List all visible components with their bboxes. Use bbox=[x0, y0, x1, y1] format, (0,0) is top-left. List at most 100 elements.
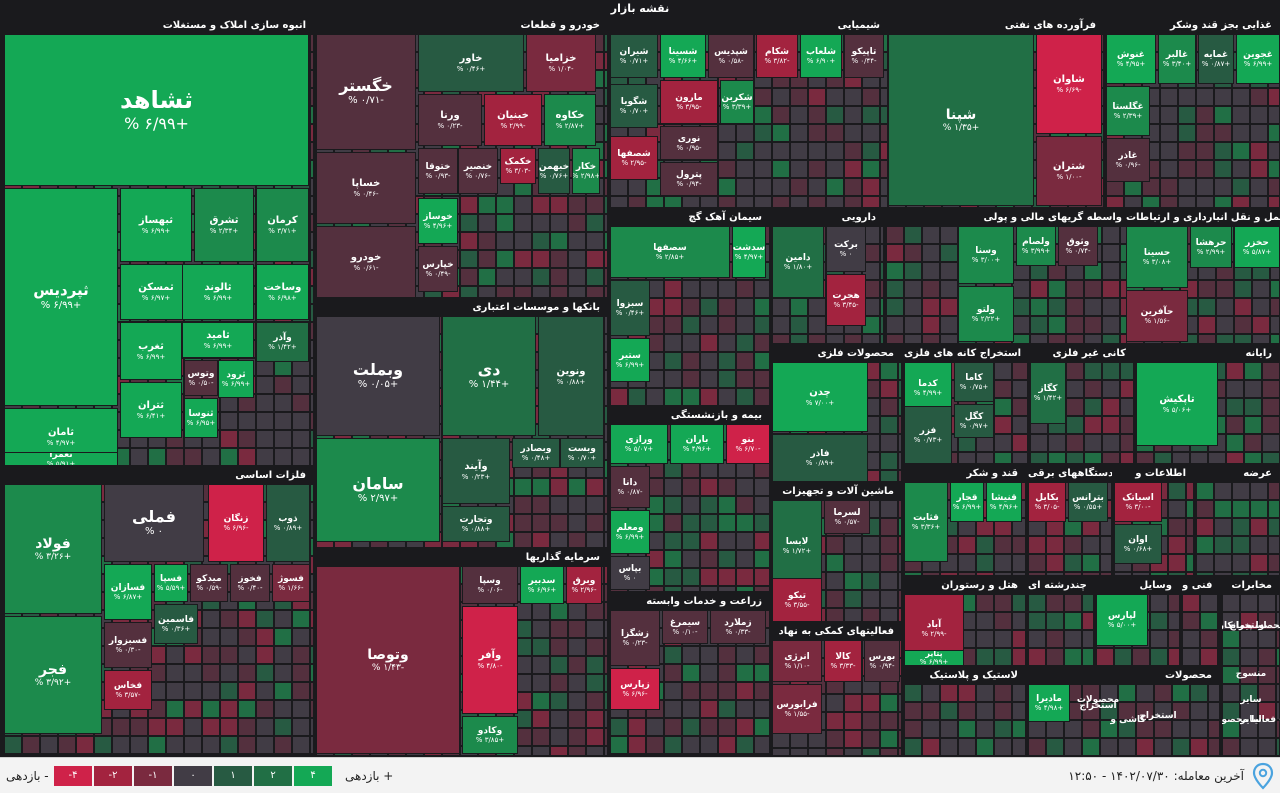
tile-وسپا[interactable]: وسپا -۰/۰۶ % bbox=[462, 566, 518, 604]
tile-چدن[interactable]: چدن +۷/۰۰ % bbox=[772, 362, 868, 432]
tile-خاور[interactable]: خاور +۰/۴۶ % bbox=[418, 34, 524, 92]
tile-مادیرا[interactable]: مادیرا +۴/۹۸ % bbox=[1028, 684, 1070, 722]
tile-فزر[interactable]: فزر +۰/۷۳ % bbox=[904, 406, 952, 464]
tile-زپارس[interactable]: زپارس -۶/۹۶ % bbox=[610, 668, 660, 710]
tile-ثعمرا[interactable]: ثعمرا +۵/۹۱ % bbox=[4, 452, 118, 466]
tile-کاما[interactable]: کاما +۰/۷۵ % bbox=[954, 362, 994, 402]
tile-باران[interactable]: باران +۴/۹۶ % bbox=[670, 424, 724, 464]
tile-غمایه[interactable]: غمایه +۰/۸۷ % bbox=[1198, 34, 1234, 84]
location-pin-icon[interactable] bbox=[1252, 762, 1274, 790]
tile-فسبزوار[interactable]: فسبزوار -۰/۳۰ % bbox=[104, 622, 152, 668]
tile-غنوش[interactable]: غنوش +۴/۹۵ % bbox=[1106, 34, 1156, 84]
tile-فملی[interactable]: فملی ۰ % bbox=[104, 484, 204, 562]
tile-فاسمین[interactable]: فاسمین +۰/۳۶ % bbox=[154, 604, 198, 644]
tile-وآذر[interactable]: وآذر +۱/۴۲ % bbox=[256, 322, 309, 362]
tile-دی[interactable]: دی +۱/۴۴ % bbox=[442, 316, 536, 436]
tile-ولصام[interactable]: ولصام +۳/۹۹ % bbox=[1016, 226, 1056, 266]
tile-زملارد[interactable]: زملارد -۰/۳۳ % bbox=[710, 610, 766, 644]
tile-شیران[interactable]: شیران +۰/۷۱ % bbox=[610, 34, 658, 78]
tile-شپنا[interactable]: شپنا +۱/۳۵ % bbox=[888, 34, 1034, 206]
tile-ثغرب[interactable]: ثغرب +۶/۹۹ % bbox=[120, 322, 182, 380]
tile-فسازان[interactable]: فسازان +۶/۸۷ % bbox=[104, 564, 152, 620]
tile-نوری[interactable]: نوری -۰/۹۵ % bbox=[660, 126, 718, 160]
tile-انرژی[interactable]: انرژی -۱/۱۰ % bbox=[772, 640, 822, 682]
tile-حسینا[interactable]: حسینا +۳/۰۸ % bbox=[1126, 226, 1188, 288]
tile-تاپیکو[interactable]: تاپیکو -۰/۴۴ % bbox=[844, 34, 884, 78]
tile-وساخت[interactable]: وساخت +۶/۹۸ % bbox=[256, 264, 309, 320]
tile-شکام[interactable]: شکام -۳/۸۲ % bbox=[756, 34, 798, 78]
tile-ولتو[interactable]: ولتو +۲/۲۲ % bbox=[958, 286, 1014, 342]
tile-خکاوه[interactable]: خکاوه +۲/۸۷ % bbox=[544, 94, 596, 146]
tile-خودرو[interactable]: خودرو -۰/۶۱ % bbox=[316, 226, 416, 298]
tile-غالبر[interactable]: غالبر +۳/۴۰ % bbox=[1158, 34, 1196, 84]
tile-ثرود[interactable]: ثرود +۶/۹۹ % bbox=[218, 360, 254, 398]
tile-خبهمن[interactable]: خبهمن +۰/۷۶ % bbox=[538, 148, 570, 194]
tile-برکت[interactable]: برکت ۰ % bbox=[826, 226, 866, 272]
tile-ذوب[interactable]: ذوب +۰/۸۹ % bbox=[266, 484, 310, 562]
tile-وتجارت[interactable]: وتجارت +۰/۸۸ % bbox=[442, 506, 510, 542]
tile-وتوس[interactable]: وتوس -۰/۵۰ % bbox=[184, 360, 218, 396]
tile-منسوج[interactable]: منسوج bbox=[1222, 664, 1280, 684]
tile-ستیر[interactable]: ستیر +۶/۹۹ % bbox=[610, 338, 650, 382]
tile-خکمک[interactable]: خکمک -۳/۰۳ % bbox=[500, 148, 536, 184]
tile-شاوان[interactable]: شاوان -۶/۶۹ % bbox=[1036, 34, 1102, 134]
tile-کگل[interactable]: کگل +۰/۹۷ % bbox=[954, 404, 994, 438]
tile-ثامید[interactable]: ثامید +۶/۹۹ % bbox=[182, 322, 254, 358]
tile-فاذر[interactable]: فاذر +۰/۸۹ % bbox=[772, 434, 868, 482]
tile-زنگان[interactable]: زنگان -۶/۹۶ % bbox=[208, 484, 264, 562]
tile-خنصیر[interactable]: خنصیر -۰/۷۶ % bbox=[458, 148, 498, 194]
tile-فجر[interactable]: فجر +۳/۹۲ % bbox=[4, 616, 102, 734]
tile-غگلستا[interactable]: غگلستا +۲/۳۹ % bbox=[1106, 86, 1150, 136]
tile-سامان[interactable]: سامان +۲/۹۷ % bbox=[316, 438, 440, 542]
tile-ورازی[interactable]: ورازی +۵/۰۷ % bbox=[610, 424, 668, 464]
tile-وکادو[interactable]: وکادو +۳/۸۵ % bbox=[462, 716, 518, 754]
tile-قنیشا[interactable]: قنیشا +۴/۹۶ % bbox=[986, 482, 1022, 522]
tile-قثابت[interactable]: قثابت +۳/۳۶ % bbox=[904, 482, 948, 562]
tile-ورنا[interactable]: ورنا -۰/۲۳ % bbox=[418, 94, 482, 146]
tile-لپارس[interactable]: لپارس +۵/۰۰ % bbox=[1096, 594, 1148, 646]
tile-دامین[interactable]: دامین +۱/۸۰ % bbox=[772, 226, 824, 298]
tile-بنو[interactable]: بنو -۶/۷۰ % bbox=[726, 424, 770, 464]
tile-فرابورس[interactable]: فرابورس -۱/۵۵ % bbox=[772, 684, 822, 734]
tile-تیکو[interactable]: تیکو -۳/۵۵ % bbox=[772, 578, 822, 622]
tile-وآفر[interactable]: وآفر -۴/۸۰ % bbox=[462, 606, 518, 714]
tile-سصفها[interactable]: سصفها +۲/۸۵ % bbox=[610, 226, 730, 278]
tile-وبملت[interactable]: وبملت +۰/۰۵ % bbox=[316, 316, 440, 436]
tile-اسیاتک[interactable]: اسیاتک -۳/۰۰ % bbox=[1114, 482, 1162, 522]
tile-سبزوا[interactable]: سبزوا +۰/۴۶ % bbox=[610, 280, 650, 336]
tile-استخراج[interactable]: استخراج bbox=[1128, 706, 1188, 726]
tile-شگویا[interactable]: شگویا +۰/۷۰ % bbox=[610, 84, 658, 128]
tile-شلعاب[interactable]: شلعاب +۶/۹۰ % bbox=[800, 34, 842, 78]
tile-اوان[interactable]: اوان +۰/۶۸ % bbox=[1114, 524, 1162, 564]
tile-زشگزا[interactable]: زشگزا -۰/۲۳ % bbox=[610, 610, 660, 666]
tile-خزامیا[interactable]: خزامیا -۱/۰۴ % bbox=[526, 34, 596, 92]
tile-استخراج[interactable]: استخراج bbox=[1068, 696, 1128, 716]
tile-غاذر[interactable]: غاذر -۰/۹۶ % bbox=[1106, 138, 1150, 182]
tile-شتران[interactable]: شتران -۱/۰۰ % bbox=[1036, 136, 1102, 206]
tile-قجار[interactable]: قجار +۶/۹۹ % bbox=[950, 482, 984, 522]
tile-لسرما[interactable]: لسرما -۰/۵۷ % bbox=[824, 500, 870, 534]
tile-سایر[interactable]: سایر bbox=[1222, 710, 1280, 730]
tile-فولاد[interactable]: فولاد +۳/۲۶ % bbox=[4, 484, 102, 614]
tile-میدکو[interactable]: میدکو -۰/۵۹ % bbox=[190, 564, 228, 602]
tile-سدبیر[interactable]: سدبیر +۶/۹۶ % bbox=[520, 566, 564, 604]
tile-فسوژ[interactable]: فسوژ -۱/۶۶ % bbox=[272, 564, 310, 602]
tile-خساپا[interactable]: خساپا -۰/۴۶ % bbox=[316, 152, 416, 224]
tile-ثشاهد[interactable]: ثشاهد +۶/۹۹ % bbox=[4, 34, 309, 186]
tile-فسپا[interactable]: فسپا +۵/۵۹ % bbox=[154, 564, 188, 602]
tile-بکابل[interactable]: بکابل -۳/۰۵ % bbox=[1028, 482, 1066, 522]
tile-ثشرق[interactable]: ثشرق +۲/۳۴ % bbox=[194, 188, 254, 262]
tile-وسنا[interactable]: وسنا +۳/۰۰ % bbox=[958, 226, 1014, 284]
tile-وتوصا[interactable]: وتوصا -۱/۴۳ % bbox=[316, 566, 460, 754]
tile-فخاس[interactable]: فخاس -۳/۵۷ % bbox=[104, 670, 152, 710]
tile-بترانس[interactable]: بترانس +۰/۵۵ % bbox=[1068, 482, 1108, 522]
tile-حآفرین[interactable]: حآفرین -۱/۵۶ % bbox=[1126, 290, 1188, 342]
tile-محصوا-پیمانکار[interactable]: محصوا پیمانکار bbox=[1222, 616, 1280, 636]
tile-ختوقا[interactable]: ختوقا -۰/۹۳ % bbox=[418, 148, 458, 194]
tile-ثتران[interactable]: ثتران +۶/۴۱ % bbox=[120, 382, 182, 438]
tile-بورس[interactable]: بورس -۰/۹۴ % bbox=[864, 640, 900, 682]
tile-خبنیان[interactable]: خبنیان -۲/۹۹ % bbox=[484, 94, 542, 146]
tile-وآیند[interactable]: وآیند +۰/۲۳ % bbox=[442, 438, 510, 504]
tile-مارون[interactable]: مارون -۳/۹۵ % bbox=[660, 80, 718, 124]
tile-خکار[interactable]: خکار +۲/۹۸ % bbox=[572, 148, 600, 194]
